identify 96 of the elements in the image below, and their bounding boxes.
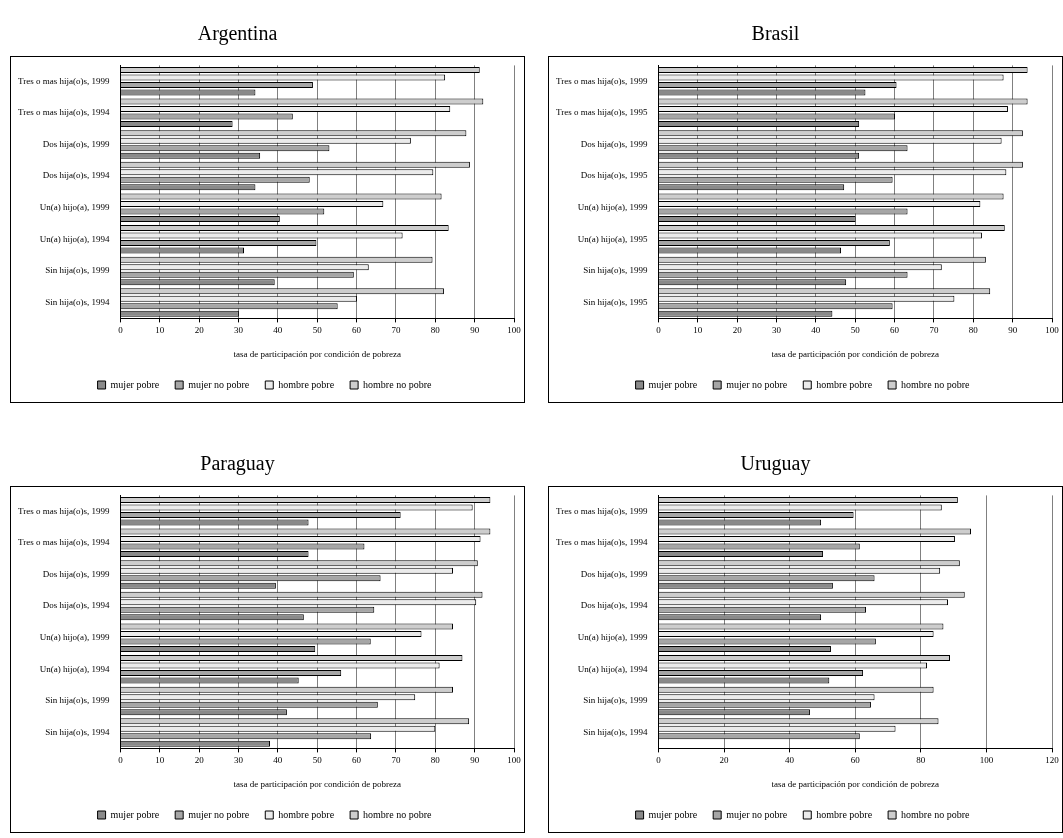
chart-title: Brasil bbox=[750, 21, 801, 46]
legend-label: hombre no pobre bbox=[901, 808, 970, 820]
x-tick-label: 80 bbox=[916, 755, 926, 766]
x-tick-label: 80 bbox=[430, 325, 441, 336]
x-tick-label: 90 bbox=[470, 755, 480, 766]
y-tick-label: Sin hija(o)s, 1999 bbox=[45, 695, 110, 706]
legend-label: mujer pobre bbox=[110, 808, 160, 820]
chart-title: Uruguay bbox=[739, 451, 812, 477]
y-tick-label: Sin hija(o)s, 1994 bbox=[45, 296, 110, 307]
x-tick-label: 10 bbox=[155, 325, 165, 336]
legend-label: hombre pobre bbox=[816, 378, 873, 390]
x-tick-label: 30 bbox=[233, 325, 244, 336]
y-tick-label: Sin hija(o)s, 1994 bbox=[583, 726, 648, 737]
x-tick-label: 40 bbox=[811, 325, 821, 336]
x-tick-label: 0 bbox=[656, 325, 662, 336]
y-tick-label: Tres o mas hija(o)s, 1999 bbox=[555, 75, 648, 86]
x-tick-label: 50 bbox=[312, 755, 323, 766]
x-tick-label: 0 bbox=[118, 325, 124, 336]
x-tick-label: 20 bbox=[732, 325, 743, 336]
y-tick-label: Dos hija(o)s, 1994 bbox=[580, 600, 648, 611]
legend-label: hombre pobre bbox=[278, 808, 335, 820]
y-tick-label: Un(a) hijo(a), 1999 bbox=[39, 202, 110, 213]
x-tick-label: 70 bbox=[391, 755, 401, 766]
x-tick-label: 40 bbox=[785, 755, 795, 766]
x-tick-label: 50 bbox=[850, 325, 861, 336]
y-tick-label: Dos hija(o)s, 1999 bbox=[42, 138, 110, 149]
y-tick-label: Tres o mas hija(o)s, 1994 bbox=[17, 107, 110, 118]
x-tick-label: 0 bbox=[118, 755, 124, 766]
x-tick-label: 60 bbox=[352, 755, 362, 766]
y-tick-label: Sin hija(o)s, 1995 bbox=[583, 296, 648, 307]
y-tick-label: Un(a) hijo(a), 1995 bbox=[577, 233, 648, 244]
y-tick-label: Dos hija(o)s, 1994 bbox=[42, 170, 110, 181]
x-tick-label: 100 bbox=[1045, 325, 1060, 336]
x-tick-label: 0 bbox=[656, 755, 662, 766]
x-tick-label: 100 bbox=[979, 755, 994, 766]
y-tick-label: Un(a) hijo(a), 1999 bbox=[39, 632, 110, 643]
legend-label: mujer no pobre bbox=[726, 378, 788, 390]
legend-label: hombre no pobre bbox=[901, 378, 970, 390]
x-tick-label: 100 bbox=[507, 755, 522, 766]
x-axis-title: tasa de participación por condición de pobreza bbox=[233, 348, 401, 359]
x-tick-label: 40 bbox=[273, 325, 283, 336]
y-tick-label: Un(a) hijo(a), 1999 bbox=[577, 202, 648, 213]
x-tick-label: 30 bbox=[771, 325, 782, 336]
x-tick-label: 60 bbox=[890, 325, 900, 336]
x-tick-label: 20 bbox=[719, 755, 730, 766]
y-tick-label: Tres o mas hija(o)s, 1994 bbox=[555, 537, 648, 548]
y-tick-label: Tres o mas hija(o)s, 1999 bbox=[17, 75, 110, 86]
x-axis-title: tasa de participación por condición de pobreza bbox=[771, 778, 939, 789]
chart-title: Argentina bbox=[196, 21, 279, 47]
y-tick-label: Dos hija(o)s, 1995 bbox=[580, 170, 648, 181]
legend-label: hombre no pobre bbox=[363, 808, 432, 820]
x-axis-title: tasa de participación por condición de pobreza bbox=[771, 348, 939, 359]
x-tick-label: 20 bbox=[194, 755, 205, 766]
x-tick-label: 90 bbox=[470, 325, 480, 336]
legend-label: mujer no pobre bbox=[188, 378, 250, 390]
x-tick-label: 10 bbox=[155, 755, 165, 766]
y-tick-label: Dos hija(o)s, 1999 bbox=[580, 568, 648, 579]
y-tick-label: Dos hija(o)s, 1999 bbox=[580, 138, 648, 149]
y-tick-label: Tres o mas hija(o)s, 1994 bbox=[17, 537, 110, 548]
y-tick-label: Sin hija(o)s, 1999 bbox=[583, 695, 648, 706]
y-tick-label: Un(a) hijo(a), 1994 bbox=[39, 233, 110, 244]
x-tick-label: 90 bbox=[1008, 325, 1018, 336]
y-tick-label: Un(a) hijo(a), 1994 bbox=[577, 663, 648, 674]
y-tick-label: Tres o mas hija(o)s, 1999 bbox=[555, 505, 648, 516]
x-tick-label: 60 bbox=[352, 325, 362, 336]
x-tick-label: 120 bbox=[1045, 755, 1060, 766]
x-tick-label: 40 bbox=[273, 755, 283, 766]
legend-label: hombre pobre bbox=[278, 378, 335, 390]
legend-label: mujer pobre bbox=[648, 378, 698, 390]
y-tick-label: Tres o mas hija(o)s, 1995 bbox=[555, 107, 648, 118]
x-tick-label: 20 bbox=[194, 325, 205, 336]
x-tick-label: 80 bbox=[430, 755, 441, 766]
legend-label: mujer no pobre bbox=[188, 808, 250, 820]
y-tick-label: Un(a) hijo(a), 1999 bbox=[577, 632, 648, 643]
x-tick-label: 70 bbox=[929, 325, 939, 336]
y-tick-label: Un(a) hijo(a), 1994 bbox=[39, 663, 110, 674]
x-tick-label: 100 bbox=[507, 325, 522, 336]
x-tick-label: 50 bbox=[312, 325, 323, 336]
x-tick-label: 10 bbox=[693, 325, 703, 336]
x-tick-label: 80 bbox=[968, 325, 979, 336]
chart-title: Paraguay bbox=[199, 451, 276, 477]
x-tick-label: 60 bbox=[850, 755, 861, 766]
legend-label: hombre no pobre bbox=[363, 378, 432, 390]
legend-label: mujer pobre bbox=[648, 808, 698, 820]
y-tick-label: Sin hija(o)s, 1994 bbox=[45, 726, 110, 737]
y-tick-label: Sin hija(o)s, 1999 bbox=[45, 265, 110, 276]
y-tick-label: Sin hija(o)s, 1999 bbox=[583, 265, 648, 276]
y-tick-label: Dos hija(o)s, 1999 bbox=[42, 568, 110, 579]
legend-label: mujer no pobre bbox=[726, 808, 788, 820]
y-tick-label: Dos hija(o)s, 1994 bbox=[42, 600, 110, 611]
x-tick-label: 30 bbox=[233, 755, 244, 766]
x-axis-title: tasa de participación por condición de pobreza bbox=[233, 778, 401, 789]
legend-label: mujer pobre bbox=[110, 378, 160, 390]
y-tick-label: Tres o mas hija(o)s, 1999 bbox=[17, 505, 110, 516]
x-tick-label: 70 bbox=[391, 325, 401, 336]
legend-label: hombre pobre bbox=[816, 808, 873, 820]
